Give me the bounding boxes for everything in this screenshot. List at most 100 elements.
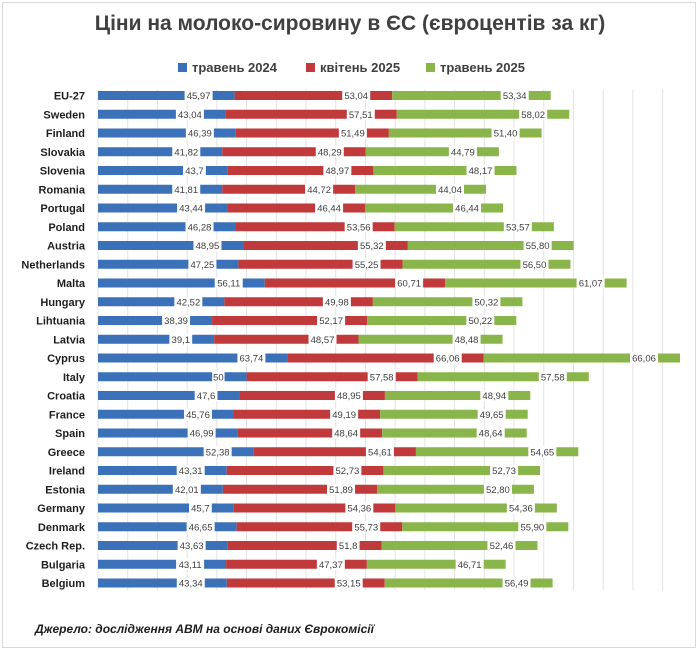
- bar-may-2025: [402, 522, 569, 532]
- bar-may-2024: [98, 353, 288, 363]
- source-note: Джерело: дослідження АВМ на основі даних…: [35, 622, 374, 636]
- data-label-may-2025: 48,48: [455, 335, 479, 346]
- bar-may-2025: [396, 109, 570, 119]
- legend-item-may-2025: травень 2025: [426, 60, 525, 75]
- data-label-may-2025: 44,04: [438, 185, 462, 196]
- data-label-bg: [177, 202, 206, 214]
- data-label-bg: [576, 277, 605, 289]
- data-label-may-2024: 48,95: [196, 241, 220, 252]
- data-label-bg: [490, 465, 519, 476]
- bar-row: Finland 46,39 51,49 51,40: [46, 127, 542, 140]
- data-label-apr-2025: 57,58: [370, 372, 394, 383]
- data-label-may-2024: 45,7: [191, 504, 210, 515]
- data-label-may-2024: 43,7: [185, 166, 204, 177]
- bar-apr-2025: [212, 316, 368, 325]
- data-label-bg: [502, 577, 531, 589]
- data-label-may-2025: 52,46: [490, 541, 514, 552]
- bar-apr-2025: [233, 409, 381, 419]
- data-label-may-2024: 63,74: [240, 354, 264, 365]
- data-label-may-2024: 41,81: [174, 185, 198, 196]
- data-label-bg: [183, 165, 206, 176]
- data-label-may-2024: 42,52: [176, 297, 200, 308]
- data-label-may-2024: 43,63: [180, 541, 204, 552]
- data-label-may-2025: 66,06: [632, 354, 656, 365]
- bar-may-2024: [98, 316, 213, 325]
- bar-apr-2025: [227, 203, 366, 213]
- data-label-apr-2025: 66,06: [436, 354, 460, 365]
- data-label-bg: [174, 296, 203, 308]
- data-label-bg: [528, 446, 557, 458]
- data-label-bg: [455, 558, 484, 570]
- data-label-bg: [175, 108, 204, 120]
- data-label-apr-2025: 51,8: [339, 541, 358, 552]
- bar-may-2024: [98, 372, 247, 382]
- bar-apr-2025: [225, 109, 397, 119]
- bar-may-2025: [358, 334, 503, 344]
- category-label: Finland: [46, 128, 85, 140]
- category-label: Spain: [55, 428, 85, 440]
- bar-row: Denmark 46,65 55,73 55,90: [38, 521, 569, 534]
- bar-apr-2025: [227, 166, 374, 175]
- data-label-apr-2025: 54,61: [368, 447, 392, 458]
- bar-may-2024: [98, 259, 239, 269]
- data-label-bg: [172, 183, 201, 195]
- data-label-bg: [395, 277, 424, 289]
- data-label-bg: [476, 427, 505, 439]
- category-label: Italy: [63, 372, 86, 384]
- data-label-may-2025: 52,73: [492, 466, 516, 477]
- data-label-may-2025: 54,36: [509, 504, 533, 515]
- legend-swatch-may-2024: [178, 63, 187, 72]
- data-label-may-2025: 51,40: [494, 129, 518, 140]
- bar-row: Austria 48,95 55,32 55,80: [47, 240, 574, 253]
- bar-row: Slovakia 41,82 48,29 44,79: [40, 146, 499, 159]
- data-label-may-2024: 46,39: [188, 129, 212, 140]
- data-label-bg: [316, 558, 345, 570]
- data-label-bg: [203, 446, 232, 458]
- bar-apr-2025: [222, 184, 356, 194]
- category-label: Latvia: [53, 334, 86, 346]
- data-label-bg: [352, 521, 381, 533]
- bar-row: Latvia 39,1 48,57 48,48: [53, 333, 503, 346]
- bar-may-2025: [394, 222, 554, 232]
- data-label-apr-2025: 55,73: [354, 522, 378, 533]
- data-label-bg: [305, 183, 334, 195]
- data-label-bg: [183, 408, 212, 420]
- legend-swatch-apr-2025: [306, 63, 315, 72]
- data-label-bg: [342, 90, 371, 101]
- bar-row: Hungary 42,52 49,98 50,32: [40, 296, 523, 309]
- data-label-may-2025: 50,32: [475, 297, 499, 308]
- data-label-may-2024: 47,6: [197, 391, 216, 402]
- data-label-may-2025: 57,58: [541, 372, 565, 383]
- data-label-may-2024: 43,31: [179, 466, 203, 477]
- bar-apr-2025: [237, 428, 383, 438]
- data-label-apr-2025: 46,44: [317, 204, 341, 215]
- data-label-bg: [520, 258, 549, 270]
- data-label-bg: [336, 540, 360, 551]
- data-label-may-2024: 43,04: [178, 110, 202, 121]
- legend-item-apr-2025: квітень 2025: [306, 60, 400, 75]
- bar-may-2025: [380, 409, 528, 419]
- data-label-apr-2025: 48,64: [334, 429, 358, 440]
- category-label: Lihtuania: [36, 316, 86, 328]
- bar-apr-2025: [226, 578, 385, 588]
- data-label-apr-2025: 54,36: [347, 504, 371, 515]
- data-label-apr-2025: 60,71: [397, 279, 421, 290]
- data-label-bg: [477, 408, 506, 420]
- bar-may-2025: [355, 184, 486, 194]
- bar-may-2024: [98, 466, 227, 475]
- data-label-bg: [538, 371, 567, 383]
- data-label-apr-2025: 53,56: [347, 222, 371, 233]
- bar-may-2024: [98, 391, 240, 400]
- bar-may-2024: [98, 522, 237, 532]
- bar-may-2025: [367, 316, 517, 325]
- data-label-bg: [365, 446, 394, 458]
- bar-row: Slovenia 43,7 48,97 48,17: [40, 165, 517, 178]
- bar-may-2024: [98, 447, 254, 457]
- data-label-bg: [523, 240, 552, 251]
- data-label-apr-2025: 49,19: [332, 410, 356, 421]
- data-label-bg: [172, 483, 201, 495]
- bar-row: Netherlands 47,25 55,25 56,50: [21, 258, 571, 271]
- data-label-bg: [330, 408, 359, 420]
- data-label-bg: [519, 108, 548, 120]
- data-label-bg: [237, 352, 266, 364]
